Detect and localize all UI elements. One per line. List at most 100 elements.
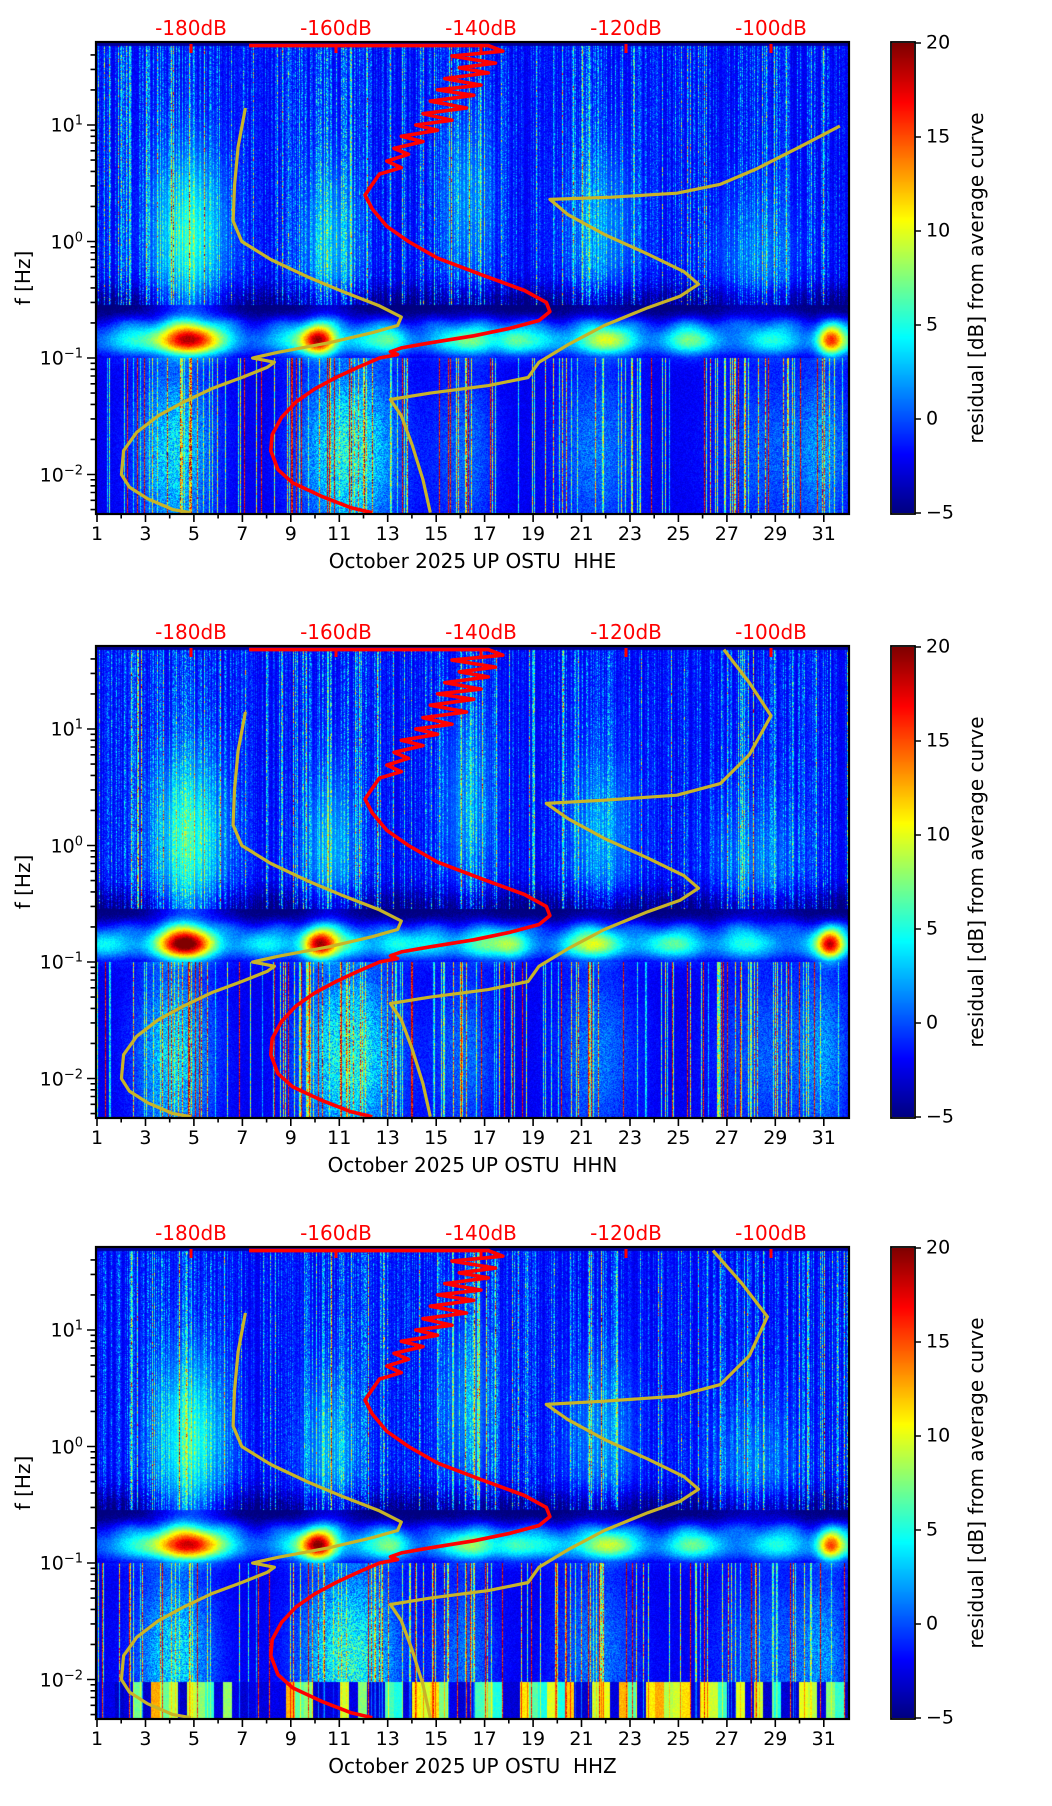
db-axis-tick-label: -140dB (445, 16, 517, 40)
panel-title: October 2025 UP OSTU HHE (328, 549, 617, 573)
y-tick-label: 10−2 (39, 462, 83, 487)
axis-ticks (87, 658, 825, 1126)
panel-title: October 2025 UP OSTU HHN (327, 1153, 618, 1177)
y-tick-label: 101 (50, 717, 83, 741)
db-axis-tick-label: -160dB (300, 16, 372, 40)
db-axis-tick-label: -120dB (590, 1221, 662, 1245)
y-tick-label: 101 (50, 1318, 83, 1342)
high-noise-model-curve (388, 1249, 769, 1718)
high-noise-model-curve (388, 648, 773, 1117)
x-tick-label: 23 (617, 523, 643, 545)
x-tick-label: 3 (139, 1728, 152, 1750)
x-tick-label: 5 (187, 1728, 200, 1750)
colorbar-tick-label: 0 (926, 1011, 939, 1034)
axis-ticks (87, 54, 825, 522)
db-axis-tick-label: -100dB (735, 1221, 807, 1245)
colorbar-tick-label: 15 (926, 729, 951, 752)
x-tick-label: 15 (424, 523, 449, 545)
y-tick-label: 10−1 (39, 950, 83, 974)
x-tick-label: 1 (90, 523, 104, 545)
x-tick-label: 9 (284, 1127, 297, 1149)
colorbar-tick-label: 20 (926, 635, 951, 658)
x-tick-label: 31 (811, 1127, 836, 1149)
x-tick-label: 31 (811, 523, 836, 545)
x-tick-label: 29 (763, 1127, 788, 1149)
x-tick-label: 1 (90, 1728, 104, 1750)
colorbar-ticks (915, 42, 921, 514)
average-psd-curve (249, 43, 552, 513)
db-axis-tick-label: -120dB (590, 16, 662, 40)
x-tick-label: 11 (327, 1127, 352, 1149)
x-tick-label: 27 (714, 1728, 739, 1750)
x-tick-label: 3 (139, 1127, 152, 1149)
db-axis-ticks (189, 1249, 773, 1258)
db-axis-ticks (189, 648, 773, 657)
overlay-curves (119, 1248, 769, 1718)
y-tick-label: 100 (50, 833, 83, 858)
x-tick-label: 29 (763, 1728, 788, 1750)
x-tick-label: 17 (472, 523, 497, 545)
colorbar-ticks (915, 646, 921, 1118)
x-tick-label: 15 (424, 1728, 449, 1750)
db-axis-tick-label: -180dB (155, 1221, 227, 1245)
average-psd-curve (249, 647, 552, 1117)
x-tick-label: 19 (520, 1127, 546, 1149)
overlay-curves (119, 647, 773, 1117)
colorbar-gradient (892, 43, 914, 513)
spectrogram-heatmap-hhz (97, 1248, 848, 1718)
x-tick-label: 7 (236, 1127, 249, 1149)
y-tick-label: 100 (50, 1434, 83, 1459)
x-tick-label: 23 (617, 1728, 643, 1750)
colorbar-border (890, 1246, 916, 1720)
low-noise-model-curve (119, 1312, 403, 1718)
high-noise-model-curve (388, 124, 841, 513)
x-tick-label: 7 (236, 523, 249, 545)
colorbar-tick-label: 10 (926, 1424, 951, 1447)
colorbar-tick-label: 5 (926, 1518, 939, 1541)
panel-title: October 2025 UP OSTU HHZ (328, 1754, 617, 1778)
y-axis-label: f [Hz] (11, 1455, 35, 1511)
colorbar-gradient (892, 647, 914, 1117)
x-tick-label: 19 (520, 523, 546, 545)
colorbar-tick-label: −5 (926, 501, 955, 524)
colorbar-tick-label: 0 (926, 407, 939, 430)
colorbar-tick-label: 10 (926, 219, 951, 242)
colorbar-label: residual [dB] from average curve (964, 716, 988, 1048)
x-tick-label: 21 (569, 523, 594, 545)
colorbar-tick-label: 5 (926, 313, 939, 336)
x-tick-label: 17 (472, 1127, 497, 1149)
colorbar-tick-label: 10 (926, 823, 951, 846)
db-axis-tick-label: -180dB (155, 16, 227, 40)
colorbar-tick-label: −5 (926, 1105, 955, 1128)
x-tick-label: 25 (666, 1728, 691, 1750)
plot-border (94, 1245, 851, 1721)
db-axis-tick-label: -140dB (445, 1221, 517, 1245)
colorbar-tick-label: 20 (926, 31, 951, 54)
x-tick-label: 1 (90, 1127, 104, 1149)
y-tick-label: 10−2 (39, 1066, 83, 1091)
x-tick-label: 27 (714, 1127, 739, 1149)
db-axis-tick-label: -160dB (300, 1221, 372, 1245)
db-axis-tick-label: -100dB (735, 16, 807, 40)
y-axis-label: f [Hz] (11, 250, 35, 306)
low-noise-model-curve (119, 711, 403, 1117)
x-tick-label: 9 (284, 1728, 297, 1750)
x-tick-label: 15 (424, 1127, 449, 1149)
colorbar-tick-label: 5 (926, 917, 939, 940)
db-axis-tick-label: -120dB (590, 620, 662, 644)
y-tick-label: 100 (50, 229, 83, 254)
colorbar-tick-label: 0 (926, 1612, 939, 1635)
x-tick-label: 17 (472, 1728, 497, 1750)
colorbar-border (890, 645, 916, 1119)
db-axis-tick-label: -180dB (155, 620, 227, 644)
y-tick-label: 10−1 (39, 1551, 83, 1575)
db-axis-tick-label: -160dB (300, 620, 372, 644)
x-tick-label: 5 (187, 1127, 200, 1149)
x-tick-label: 19 (520, 1728, 546, 1750)
y-tick-label: 10−1 (39, 346, 83, 370)
low-noise-model-curve (119, 107, 403, 513)
